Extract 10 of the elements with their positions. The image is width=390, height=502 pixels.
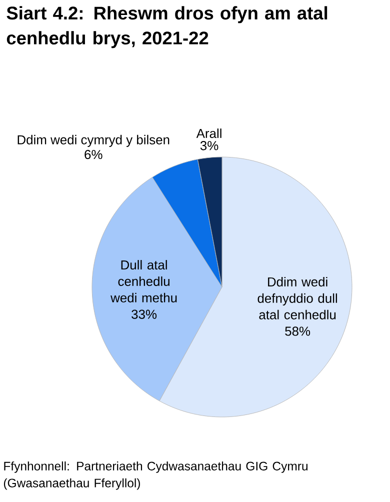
slice-label: Arall [196, 128, 222, 138]
data-label: 33% [132, 310, 157, 319]
data-label: 3% [200, 141, 218, 150]
slice-label: Ddim wedi cymryd y bilsen [18, 134, 170, 147]
slice-label: Ddim wedi defnyddio dull atal cenhedlu [258, 276, 337, 320]
slice-label: Dull atal cenhedlu wedi methu [110, 260, 177, 302]
chart-title: Siart 4.2: Rheswm dros ofyn am atal cenhedlu brys, 2021-22 [6, 6, 328, 48]
data-label: 58% [285, 326, 310, 336]
data-label: 6% [84, 150, 102, 160]
text: Ffynhonnell: Partneriaeth Cydwasanaethau GIG Cymru (Gwasanaethau Fferyllol) [4, 461, 308, 490]
